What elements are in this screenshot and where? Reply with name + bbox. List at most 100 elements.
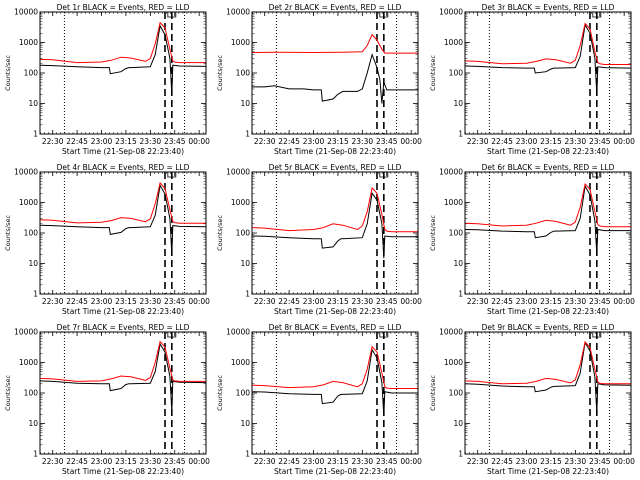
x-tick-label: 23:30	[352, 137, 374, 146]
y-tick-label: 1000	[19, 358, 38, 367]
time-bracket-marker	[167, 172, 177, 178]
x-tick-label: 23:00	[516, 137, 538, 146]
detector-panel-9: Det 9r BLACK = Events, RED = LLD 22:30 22:…	[429, 323, 635, 476]
y-tick-label: 10	[240, 259, 250, 268]
y-tick-label: 10	[453, 259, 463, 268]
plot-frame	[39, 11, 207, 135]
x-tick-label: 23:00	[303, 297, 325, 306]
x-tick-label: 23:00	[516, 457, 538, 466]
series-line-events	[464, 341, 632, 414]
x-tick-label: 22:30	[467, 297, 489, 306]
series-line-lld	[464, 22, 631, 65]
x-tick-label: 23:45	[164, 457, 186, 466]
x-tick-label: 22:45	[66, 457, 88, 466]
y-tick-label: 10000	[14, 8, 38, 17]
y-tick-label: 1000	[444, 358, 463, 367]
series-line-events	[39, 24, 207, 95]
x-axis-label: Start Time (21-Sep-08 22:23:40)	[62, 467, 184, 476]
plot-frame	[251, 171, 419, 295]
series-line-lld	[464, 340, 631, 385]
y-tick-label: 100	[24, 69, 39, 78]
y-tick-label: 10000	[226, 8, 250, 17]
series-line-events	[252, 52, 418, 104]
x-tick-label: 22:30	[254, 137, 276, 146]
y-tick-label: 10	[453, 419, 463, 428]
series-line-lld	[251, 186, 418, 233]
y-tick-label: 10000	[439, 328, 463, 337]
x-tick-label: 00:00	[613, 457, 635, 466]
x-tick-label: 23:30	[140, 457, 162, 466]
y-tick-label: 1000	[19, 38, 38, 47]
panel-title: Det 6r BLACK = Events, RED = LLD	[482, 163, 615, 172]
x-tick-label: 23:15	[540, 137, 562, 146]
panel-title: Det 9r BLACK = Events, RED = LLD	[482, 323, 615, 332]
y-axis-label: Counts/sec	[216, 55, 224, 91]
y-axis-label: Counts/sec	[429, 55, 437, 91]
x-tick-label: 23:00	[303, 457, 325, 466]
y-tick-label: 1	[33, 290, 38, 299]
x-tick-label: 23:30	[565, 457, 587, 466]
y-tick-label: 1	[458, 130, 463, 139]
y-tick-label: 100	[236, 69, 251, 78]
x-axis-label: Start Time (21-Sep-08 22:23:40)	[274, 147, 396, 156]
x-tick-label: 22:45	[491, 137, 513, 146]
y-tick-label: 1000	[231, 358, 250, 367]
y-tick-label: 10	[240, 99, 250, 108]
x-tick-label: 23:30	[140, 137, 162, 146]
detector-panel-4: Det 4r BLACK = Events, RED = LLD 22:30 22:…	[4, 163, 210, 316]
x-tick-label: 23:45	[164, 297, 186, 306]
y-tick-label: 10000	[439, 168, 463, 177]
series-line-lld	[251, 33, 418, 54]
y-tick-label: 1000	[19, 198, 38, 207]
panel-title: Det 8r BLACK = Events, RED = LLD	[269, 323, 402, 332]
x-tick-label: 22:30	[254, 457, 276, 466]
y-tick-label: 10000	[226, 328, 250, 337]
panel-title: Det 1r BLACK = Events, RED = LLD	[57, 3, 190, 12]
x-tick-label: 23:15	[327, 457, 349, 466]
panel-title: Det 3r BLACK = Events, RED = LLD	[482, 3, 615, 12]
x-tick-label: 00:00	[188, 297, 210, 306]
x-tick-label: 23:30	[352, 297, 374, 306]
x-tick-label: 23:45	[376, 297, 398, 306]
time-bracket-marker	[167, 12, 177, 18]
x-tick-label: 22:30	[467, 137, 489, 146]
time-bracket-marker	[592, 332, 602, 338]
y-tick-label: 10	[28, 419, 38, 428]
x-axis-label: Start Time (21-Sep-08 22:23:40)	[274, 467, 396, 476]
y-axis-label: Counts/sec	[429, 375, 437, 411]
x-tick-label: 23:30	[140, 297, 162, 306]
time-bracket-marker	[167, 332, 177, 338]
detector-panel-5: Det 5r BLACK = Events, RED = LLD 22:30 22:…	[216, 163, 422, 316]
series-line-events	[464, 184, 631, 255]
y-tick-label: 1000	[444, 198, 463, 207]
panel-title: Det 5r BLACK = Events, RED = LLD	[269, 163, 402, 172]
x-tick-label: 00:00	[400, 137, 422, 146]
x-axis-label: Start Time (21-Sep-08 22:23:40)	[62, 307, 184, 316]
series-line-lld	[464, 183, 631, 228]
panel-title: Det 7r BLACK = Events, RED = LLD	[57, 323, 190, 332]
detector-panel-1: Det 1r BLACK = Events, RED = LLD 22:30 22:…	[4, 3, 210, 156]
x-tick-label: 22:30	[42, 457, 64, 466]
y-tick-label: 10000	[14, 168, 38, 177]
x-axis-label: Start Time (21-Sep-08 22:23:40)	[62, 147, 184, 156]
x-tick-label: 23:00	[91, 297, 113, 306]
x-tick-label: 22:45	[66, 297, 88, 306]
x-tick-label: 22:45	[66, 137, 88, 146]
x-tick-label: 23:30	[565, 137, 587, 146]
y-tick-label: 10	[453, 99, 463, 108]
time-bracket-marker	[379, 12, 389, 18]
x-tick-label: 22:30	[254, 297, 276, 306]
plot-frame	[464, 11, 632, 135]
plot-frame	[39, 331, 207, 455]
plot-frame	[251, 11, 419, 135]
x-tick-label: 23:15	[540, 457, 562, 466]
y-tick-label: 1000	[231, 38, 250, 47]
x-tick-label: 00:00	[400, 297, 422, 306]
x-axis-label: Start Time (21-Sep-08 22:23:40)	[487, 467, 609, 476]
plot-frame	[464, 331, 632, 455]
y-tick-label: 100	[236, 389, 251, 398]
y-axis-label: Counts/sec	[4, 215, 12, 251]
x-tick-label: 23:15	[540, 297, 562, 306]
x-tick-label: 23:00	[516, 297, 538, 306]
x-tick-label: 22:30	[42, 297, 64, 306]
